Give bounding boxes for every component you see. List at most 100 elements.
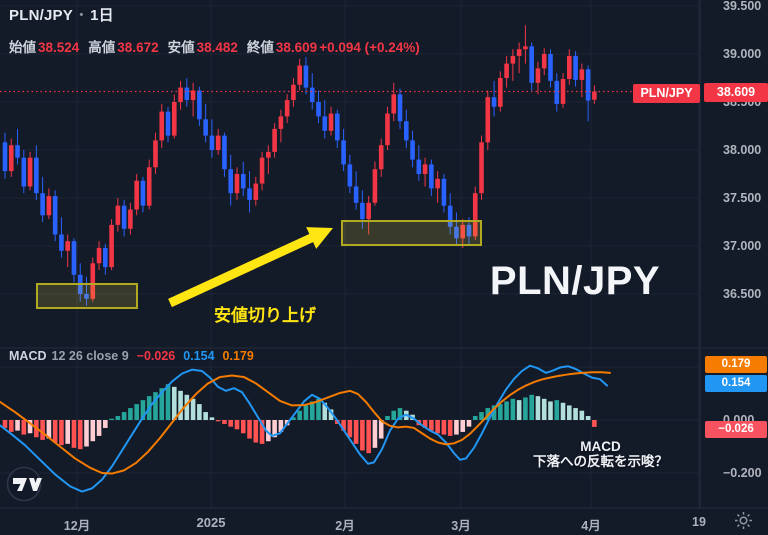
macd-header[interactable]: MACD 12 26 close 9 −0.026 0.154 0.179 (9, 349, 254, 363)
macd-hist-bar (71, 420, 77, 448)
tradingview-logo[interactable] (4, 464, 44, 504)
macd-hist-bar (65, 420, 70, 444)
macd-value-badge: −0.026 (705, 421, 767, 438)
macd-hist-bar (190, 398, 196, 420)
macd-hist-bar (90, 420, 96, 442)
candle-body (253, 183, 259, 200)
logo-glyph-right (29, 478, 42, 491)
macd-hist-bar (184, 394, 190, 420)
macd-hist-bar (516, 400, 522, 420)
macd-line (0, 364, 608, 493)
candle-body (34, 157, 39, 194)
macd-hist-bar (541, 398, 547, 420)
candle-body (46, 196, 52, 216)
candle-body (240, 174, 246, 189)
candle-body (498, 78, 503, 107)
macd-hist-bar (378, 420, 384, 439)
macd-hist-bar (535, 396, 541, 420)
candle-body (2, 142, 8, 172)
macd-hist-bar (115, 416, 121, 420)
macd-hist-bar (504, 401, 509, 420)
time-axis-label: 4月 (581, 519, 601, 533)
candle-body (52, 196, 58, 235)
price-axis-label: 38.000 (723, 143, 762, 157)
macd-axis-label: −0.200 (723, 466, 762, 480)
annotation-box[interactable] (36, 283, 138, 309)
ohlc-row: 始値 38.524 高値 38.672 安値 38.482 終値 38.609 +0.094 (… (9, 36, 420, 56)
macd-hist-bar (353, 420, 359, 444)
candle-body (479, 142, 484, 194)
macd-hist-bar (422, 420, 428, 428)
time-axis-label: 2025 (196, 515, 226, 530)
settings-icon[interactable] (734, 511, 753, 530)
open-value: 38.524 (38, 40, 80, 55)
annotation-box[interactable] (341, 220, 482, 246)
candle-body (203, 119, 208, 136)
symbol-price-flag: PLN/JPY (633, 84, 700, 103)
candle-body (429, 164, 434, 189)
low-label: 安値 (167, 40, 195, 55)
candle-body (328, 113, 334, 131)
macd-hist-bar (240, 420, 246, 434)
candle-body (247, 188, 252, 200)
macd-hist-bar (266, 420, 271, 442)
timeframe-label[interactable]: 1日 (90, 7, 114, 24)
macd-hist-bar (46, 420, 52, 439)
macd-hist-bar (385, 416, 390, 420)
candle-body (153, 140, 158, 168)
higher-low-arrowhead (306, 227, 333, 249)
symbol-title[interactable]: PLN/JPY・1日 (9, 4, 114, 25)
candle-body (228, 169, 234, 194)
price-axis-label: 37.000 (723, 239, 762, 253)
candle-body (309, 87, 315, 102)
macd-value-badge: 0.154 (705, 374, 767, 392)
candle-body (535, 68, 541, 83)
macd-hist-bar (84, 420, 89, 447)
candle-body (84, 294, 89, 299)
open-label: 始値 (9, 40, 36, 55)
macd-hist-bar (460, 420, 466, 432)
macd-annotation: MACD 下落への反転を示唆？ (498, 439, 703, 469)
macd-hist-bar (297, 410, 302, 420)
candle-body (121, 205, 127, 229)
candle-body (366, 202, 371, 220)
macd-hist-bar (247, 420, 252, 439)
macd-hist-bar (121, 412, 127, 420)
macd-hist-bar (134, 404, 139, 420)
macd-hist-bar (203, 412, 208, 420)
candle-body (447, 205, 453, 227)
candle-body (504, 63, 509, 78)
last-price-badge: 38.609 (704, 83, 768, 102)
time-axis-label: 12月 (63, 519, 91, 533)
candle-body (391, 94, 397, 114)
candle-body (59, 234, 64, 251)
candle-body (128, 209, 133, 229)
candle-body (71, 241, 77, 275)
candle-body (140, 180, 146, 206)
candle-body (272, 128, 277, 152)
candle-body (297, 65, 302, 85)
candle-body (510, 55, 516, 64)
macd-hist-bar (491, 405, 497, 420)
macd-hist-bar (96, 420, 102, 436)
candle-body (266, 151, 271, 158)
macd-hist-bar (529, 394, 534, 420)
candle-body (548, 54, 553, 81)
close-label: 終値 (246, 40, 274, 55)
candle-body (215, 135, 221, 150)
macd-hist-bar (215, 420, 221, 422)
candle-body (585, 69, 591, 101)
candle-body (234, 174, 240, 194)
price-axis-label: 39.000 (723, 47, 762, 61)
candle-body (109, 224, 114, 268)
macd-hist-bar (309, 401, 315, 420)
macd-hist-bar (303, 405, 309, 420)
macd-hist-bar (510, 398, 516, 420)
macd-signal-value: 0.179 (222, 349, 254, 363)
macd-hist-bar (341, 420, 346, 431)
macd-hist-bar (548, 401, 553, 420)
higher-low-arrow[interactable] (168, 233, 315, 308)
price-axis-label: 37.500 (723, 191, 762, 205)
candle-body (197, 90, 202, 120)
